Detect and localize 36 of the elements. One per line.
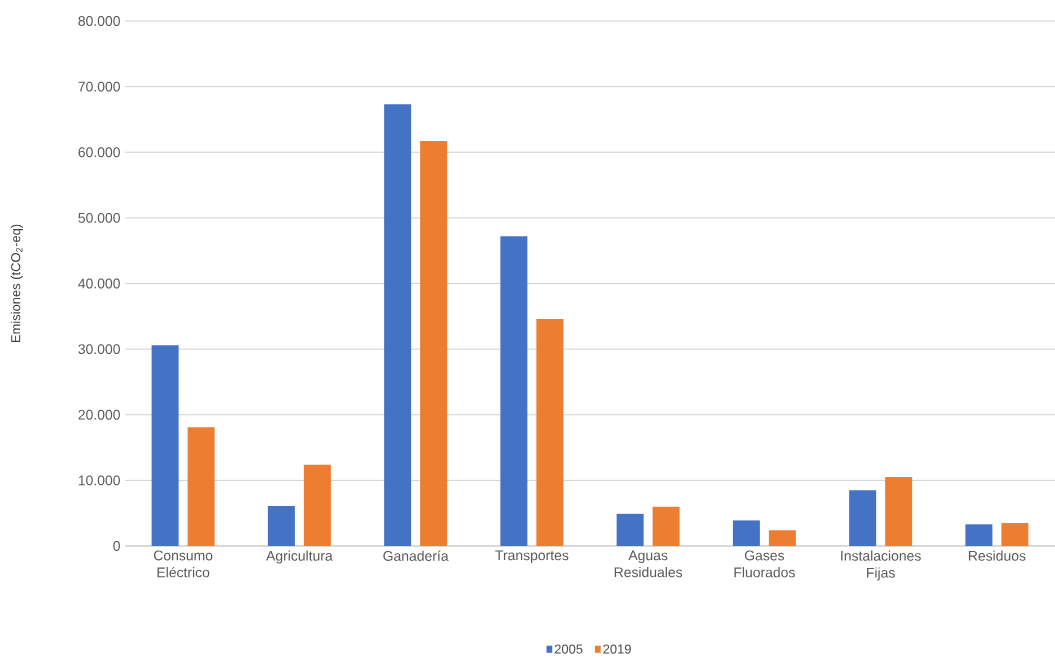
bar <box>849 490 877 546</box>
x-tick-label: Agricultura <box>266 550 333 564</box>
bar <box>536 318 564 546</box>
y-tick-label: 30.000 <box>78 344 120 355</box>
legend-label: 2019 <box>603 644 631 654</box>
y-tick-label: 80.000 <box>78 16 120 26</box>
x-tick-label: Instalaciones Fijas <box>841 550 921 581</box>
y-tick-label: 70.000 <box>78 81 120 92</box>
x-tick-label: Ganadería <box>383 550 449 561</box>
bar <box>652 506 680 546</box>
bar <box>768 530 796 546</box>
bar <box>187 427 215 546</box>
bar <box>500 236 528 546</box>
bar <box>1001 523 1029 546</box>
x-tick-label: Gases Fluorados <box>734 550 795 578</box>
x-tick-label: Residuos <box>968 550 1026 561</box>
y-tick-label: 40.000 <box>78 278 120 289</box>
y-tick-label: 0 <box>113 541 120 551</box>
bar <box>885 477 913 546</box>
x-tick-label: Transportes <box>495 550 569 563</box>
bar <box>303 464 331 546</box>
bar <box>151 345 179 546</box>
bar <box>732 520 760 546</box>
y-tick-label: 10.000 <box>78 475 120 486</box>
x-tick-label: Aguas Residuales <box>614 550 683 578</box>
bar <box>616 513 644 546</box>
x-tick-label: Consumo Eléctrico <box>153 550 213 578</box>
y-tick-label: 60.000 <box>78 147 120 158</box>
y-axis-title: Emisiones (tCO$_{2}$-eq) <box>10 224 23 343</box>
bar <box>965 524 993 546</box>
bar <box>267 505 295 546</box>
bar <box>420 141 448 546</box>
y-tick-label: 20.000 <box>78 409 120 420</box>
bar <box>384 104 412 546</box>
legend-label: 2005 <box>554 644 583 654</box>
y-tick-label: 50.000 <box>78 212 120 223</box>
